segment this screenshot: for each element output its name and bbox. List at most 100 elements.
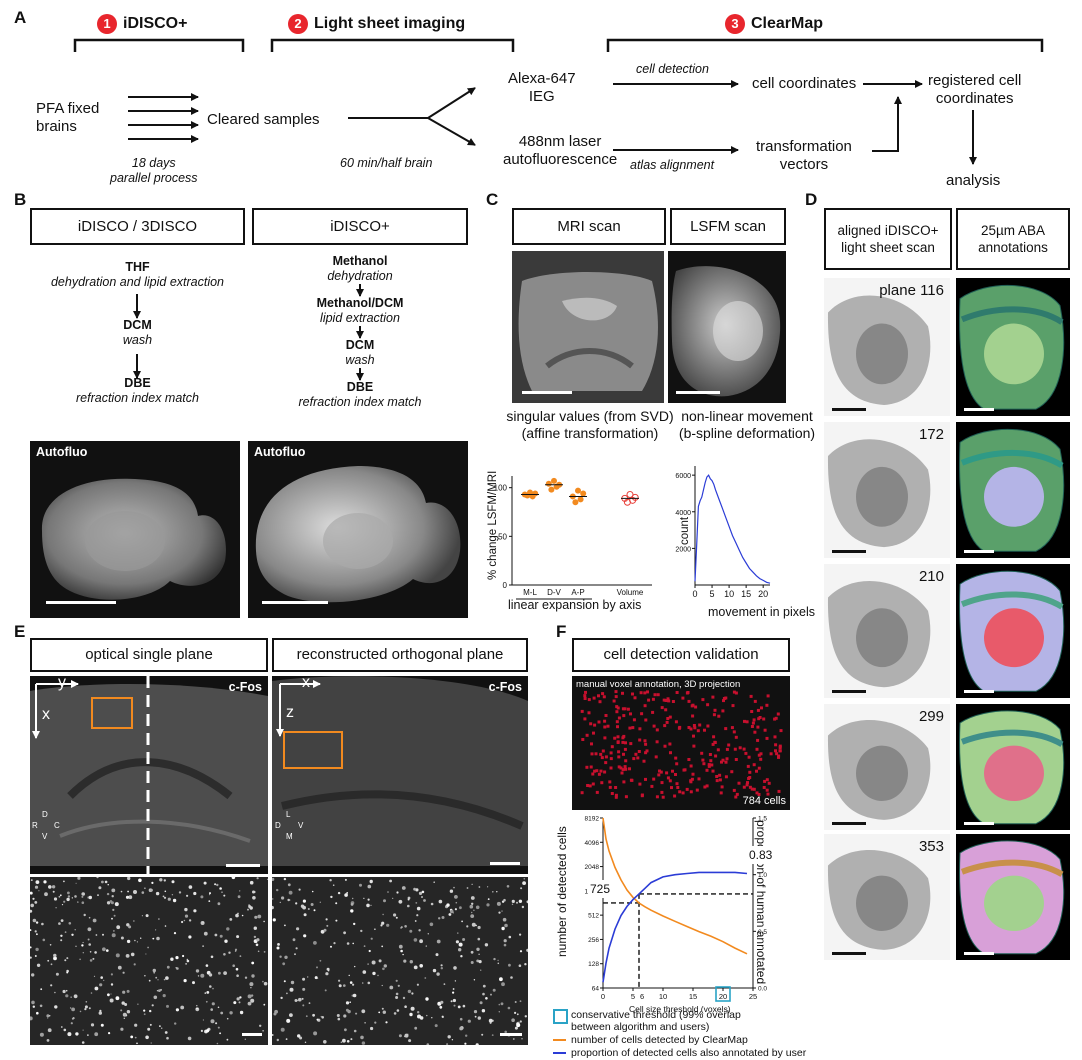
speckle xyxy=(202,921,204,923)
speckle xyxy=(200,1029,203,1032)
cell-marker xyxy=(616,735,620,739)
cell-marker xyxy=(750,710,754,713)
speckle xyxy=(349,981,353,984)
speckle xyxy=(34,885,39,889)
speckle xyxy=(417,1014,421,1019)
speckle xyxy=(402,996,406,1000)
series-line xyxy=(602,871,748,983)
speckle xyxy=(326,967,330,971)
cell-marker xyxy=(673,794,677,798)
cell-marker xyxy=(675,691,679,694)
speckle xyxy=(512,1038,515,1040)
speckle xyxy=(236,974,239,977)
cell-marker xyxy=(581,738,585,741)
panel-label-c: C xyxy=(486,190,499,209)
speckle xyxy=(407,904,410,908)
speckle xyxy=(148,979,151,982)
cell-marker xyxy=(666,697,670,701)
cell-marker xyxy=(639,691,643,695)
cell-marker xyxy=(653,693,657,697)
speckle xyxy=(288,890,293,895)
speckle xyxy=(438,917,441,920)
speckle xyxy=(441,916,445,919)
speckle xyxy=(126,923,130,927)
speckle xyxy=(145,1035,149,1040)
time-label: 60 min/half brain xyxy=(340,156,433,170)
scale-bar xyxy=(964,690,994,693)
speckle xyxy=(283,877,287,881)
speckle xyxy=(210,1019,215,1024)
speckle xyxy=(395,992,399,996)
cell-marker xyxy=(595,790,599,794)
speckle xyxy=(94,986,99,991)
pfa-label: PFA fixed brains xyxy=(36,100,100,135)
cell-marker xyxy=(777,789,781,793)
cell-marker xyxy=(757,793,761,796)
speckle xyxy=(226,1017,229,1020)
b-left-step-desc: refraction index match xyxy=(76,391,199,405)
speckle xyxy=(458,948,462,952)
speckle xyxy=(415,902,418,904)
speckle xyxy=(79,1010,82,1013)
speckle xyxy=(482,984,486,988)
cell-marker xyxy=(580,791,584,795)
speckle xyxy=(158,918,160,920)
cell-marker xyxy=(747,777,751,780)
speckle xyxy=(325,918,328,921)
cell-marker xyxy=(747,755,751,759)
speckle xyxy=(151,881,154,884)
speckle xyxy=(416,983,419,986)
cell-marker xyxy=(711,742,715,746)
cell-marker xyxy=(606,724,610,728)
speckle xyxy=(60,919,64,922)
speckle xyxy=(326,924,329,927)
speckle xyxy=(115,996,120,1001)
cell-marker xyxy=(619,766,623,770)
step3-label: ClearMap xyxy=(751,15,824,33)
b-protocol-arrows xyxy=(133,284,364,381)
d-aligned-image: 210 xyxy=(824,564,950,698)
cell-marker xyxy=(668,779,672,783)
speckle xyxy=(41,922,44,926)
d-box-annotations: 25µm ABA annotations xyxy=(956,208,1070,270)
cell-marker xyxy=(756,725,760,729)
cell-marker xyxy=(651,710,655,714)
cell-marker xyxy=(757,766,761,770)
d-box-aligned: aligned iDISCO+ light sheet scan xyxy=(824,208,952,270)
cell-marker xyxy=(603,719,607,723)
y-tick-label: 0 xyxy=(503,581,508,590)
cell-marker xyxy=(776,712,780,716)
speckle xyxy=(466,887,469,889)
speckle xyxy=(161,1027,163,1029)
cell-marker xyxy=(778,746,782,749)
speckle xyxy=(70,996,72,998)
y-tick-label: 6000 xyxy=(675,473,691,480)
speckle xyxy=(218,971,221,975)
compass-m: M xyxy=(286,832,293,841)
speckle xyxy=(153,971,156,974)
cell-marker xyxy=(721,709,725,713)
cell-marker xyxy=(773,735,777,739)
speckle xyxy=(519,1020,522,1023)
speckle xyxy=(425,945,427,947)
speckle xyxy=(521,905,525,909)
legend-item: number of cells detected by ClearMap xyxy=(553,1034,843,1046)
speckle xyxy=(500,1002,504,1006)
step1-number: 1 xyxy=(97,14,117,34)
speckle xyxy=(353,922,356,926)
x-tick-label: 0 xyxy=(692,589,697,599)
cell-marker xyxy=(755,747,759,751)
speckle xyxy=(134,1023,138,1027)
speckle xyxy=(311,890,314,893)
speckle xyxy=(493,957,496,961)
speckle xyxy=(32,918,37,923)
speckle xyxy=(377,974,379,977)
cell-marker xyxy=(638,738,642,742)
speckle xyxy=(63,1028,67,1032)
speckle xyxy=(223,894,226,897)
b-autofluo-image-left: Autofluo xyxy=(30,441,240,618)
speckle xyxy=(488,1018,493,1023)
cell-marker xyxy=(585,733,589,737)
speckle xyxy=(350,1038,353,1041)
speckle xyxy=(238,1001,241,1004)
